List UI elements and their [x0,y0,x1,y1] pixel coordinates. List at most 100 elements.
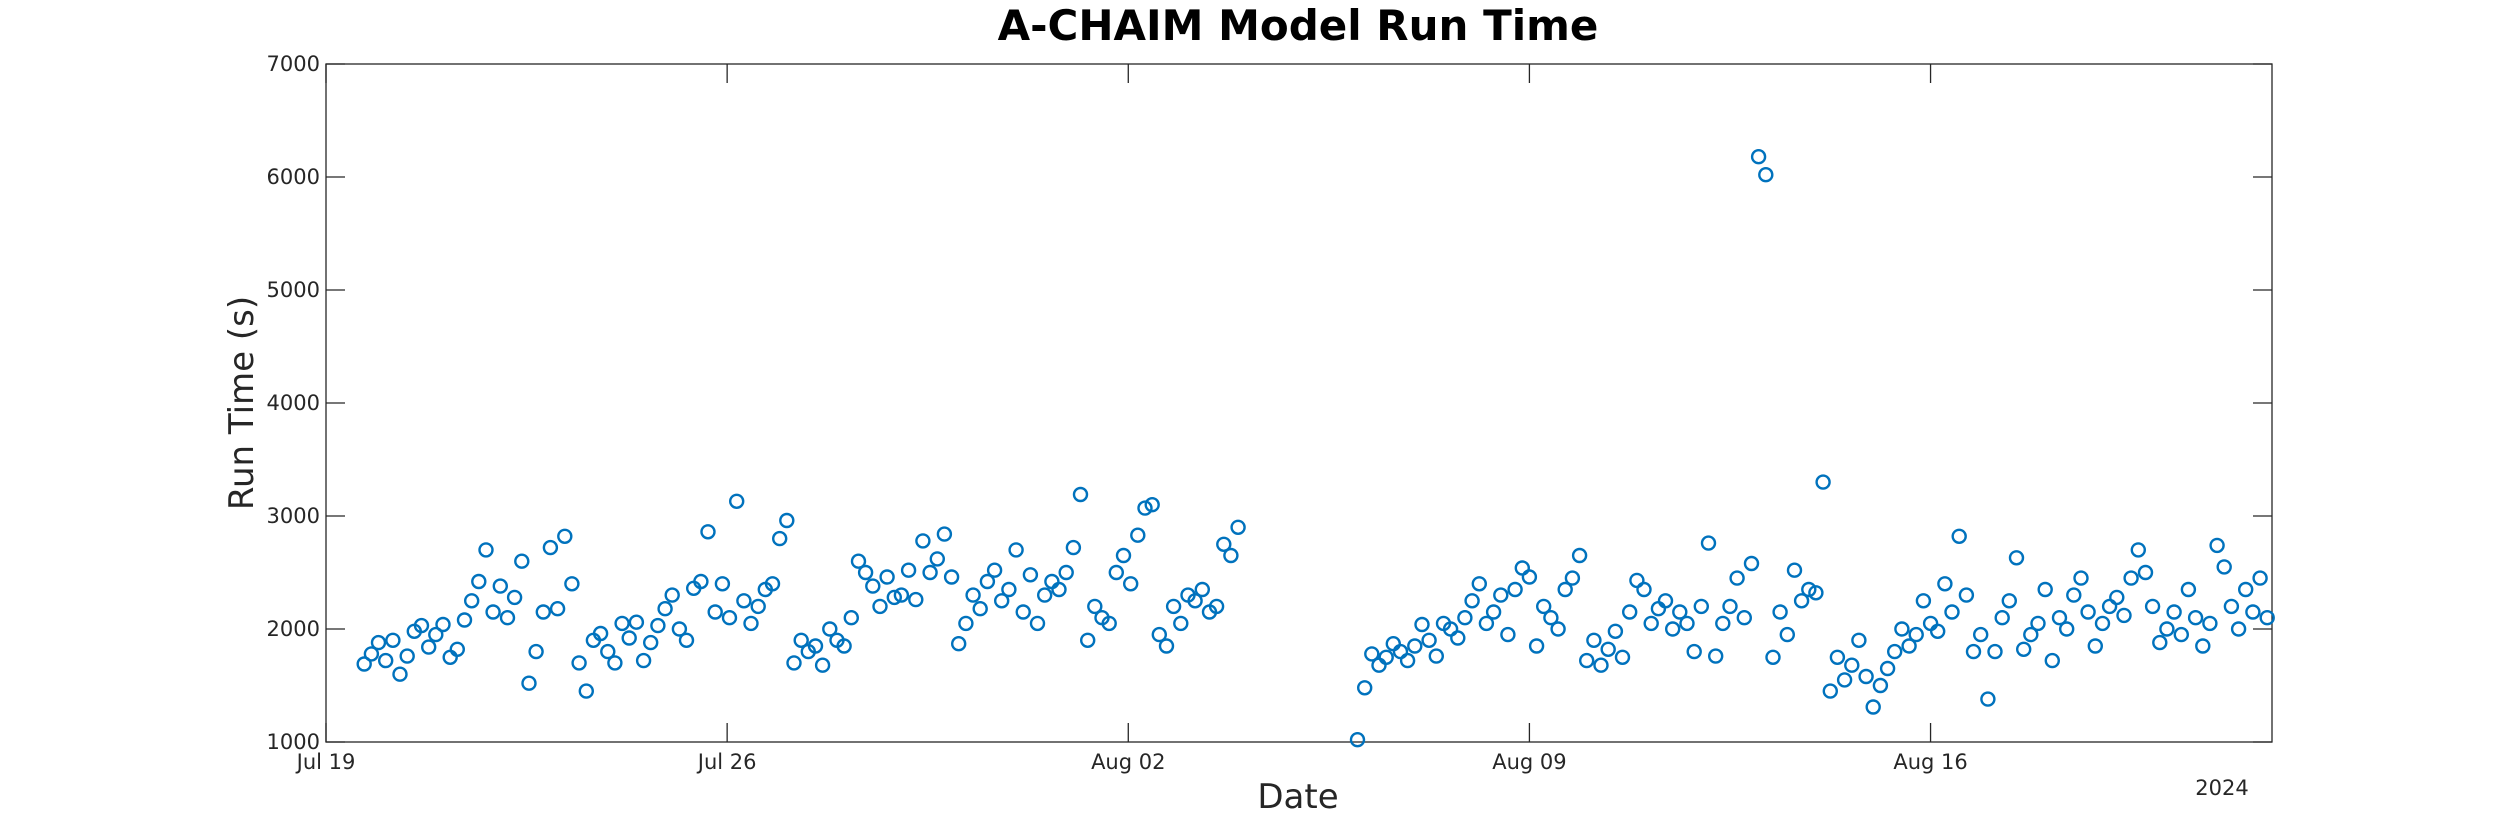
data-point [1886,643,1903,660]
data-point [1001,581,1017,598]
data-point [592,625,609,642]
data-point [1015,604,1031,620]
data-point [1122,576,1139,592]
data-point [1471,576,1488,592]
data-point [1130,527,1146,543]
data-point [1223,547,1239,564]
data-point [951,636,967,652]
data-point [1865,699,1881,715]
data-point [714,576,731,592]
data-point [1664,621,1681,637]
data-point [1349,732,1366,748]
data-point [1464,593,1480,609]
data-point [363,646,380,662]
data-point [1364,646,1380,662]
data-point [1750,148,1767,165]
data-point [857,564,874,581]
data-point [1636,581,1652,598]
data-point [1987,643,2003,660]
data-point [471,573,487,590]
data-point [1165,598,1182,615]
data-point [1008,542,1024,558]
x-axis-label: Date [1257,777,1338,817]
data-point [1101,615,1117,632]
data-point [972,601,988,617]
data-point [958,615,974,632]
data-point [1765,649,1781,665]
data-point [1450,630,1466,646]
data-point [1643,615,1659,632]
data-point [435,616,451,633]
data-point [564,576,580,592]
data-point [607,655,623,671]
data-point [1543,610,1559,626]
data-point [1937,576,1953,592]
data-point [1158,638,1175,654]
data-point [1550,621,1566,637]
data-point [1079,632,1096,648]
data-point [1173,615,1189,632]
data-point [915,533,931,549]
data-point [1087,598,1103,615]
data-point [1679,615,1695,632]
data-point [413,617,430,634]
data-point [1593,657,1609,673]
data-point [1786,562,1803,578]
data-point [1994,610,2010,626]
x-tick-label: Aug 16 [1893,750,1967,774]
data-point [2073,570,2089,586]
data-point [2216,559,2232,575]
data-point [743,615,759,632]
data-point [478,542,494,558]
chart-title: A-CHAIM Model Run Time [998,1,1599,50]
y-tick-label: 2000 [267,617,320,641]
data-point [1058,564,1074,581]
data-point [1356,680,1373,696]
data-point [814,657,831,673]
data-point [1414,616,1430,633]
data-point [750,598,766,615]
y-tick-label: 5000 [267,278,320,302]
data-point [1965,643,1982,660]
data-point [1194,581,1211,598]
data-point [1851,632,1867,648]
data-point [1230,519,1246,535]
data-point [872,598,888,615]
data-point [1872,677,1889,694]
data-point [936,526,953,542]
data-point [1051,581,1067,598]
data-point [1144,497,1160,513]
data-point [528,643,544,660]
data-point [1478,615,1495,632]
data-point [356,656,372,672]
data-point [2023,626,2039,643]
data-point [822,621,838,637]
data-point [1535,598,1552,615]
data-point [2058,621,2075,637]
data-point [1115,547,1132,564]
data-point [850,553,867,569]
data-point [1607,623,1624,639]
data-point [578,683,594,699]
data-point [2080,604,2096,620]
data-point [492,578,508,594]
data-point [721,610,738,626]
data-point [1836,672,1853,688]
data-point [1693,598,1710,615]
data-point [650,617,666,634]
data-point [1929,623,1946,639]
data-point [1972,626,1989,643]
data-point [485,604,501,620]
data-point [1208,598,1225,615]
data-point [535,604,551,620]
data-point [1672,604,1688,620]
data-point [635,652,652,669]
data-point [779,512,795,529]
data-point [1151,626,1168,643]
data-point [836,638,852,654]
data-point [2066,587,2082,603]
data-point [1187,593,1203,609]
data-point [449,641,465,657]
data-point [1980,691,1996,707]
